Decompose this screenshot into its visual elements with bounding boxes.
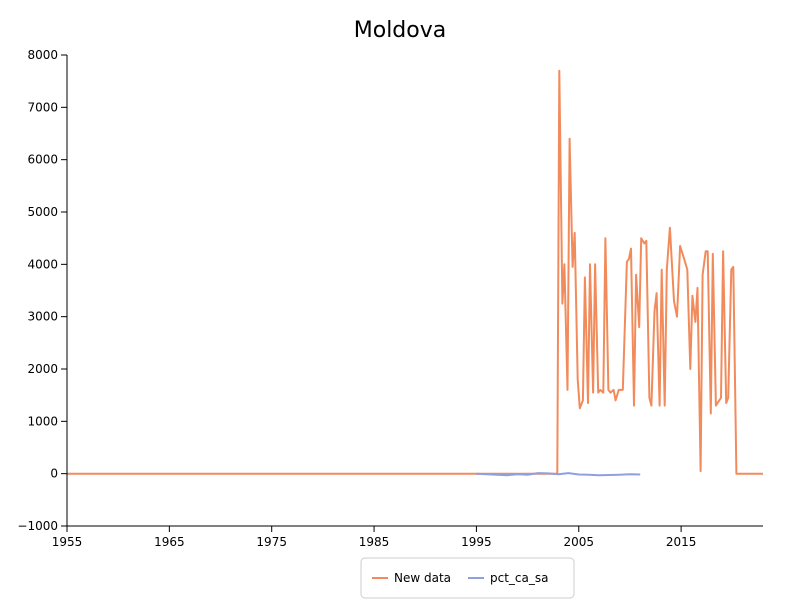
x-tick-label: 2005 xyxy=(563,535,594,549)
x-tick-label: 2015 xyxy=(666,535,697,549)
legend: New data pct_ca_sa xyxy=(360,557,575,599)
y-tick-label: 1000 xyxy=(27,414,58,428)
y-tick-label: 0 xyxy=(50,467,58,481)
y-tick-label: 8000 xyxy=(27,48,58,62)
y-tick-label: −1000 xyxy=(17,519,58,533)
legend-box xyxy=(360,557,575,599)
y-tick-label: 4000 xyxy=(27,257,58,271)
chart-title: Moldova xyxy=(354,18,446,43)
x-tick-label: 1955 xyxy=(52,535,83,549)
axes-layer: −1000 0 1000 2000 3000 4000 5000 6000 7000 8000 19… xyxy=(17,48,763,549)
series-line-new-data xyxy=(67,69,763,475)
series-line-pct-ca-sa xyxy=(476,472,641,477)
legend-label-pct-ca-sa: pct_ca_sa xyxy=(490,571,548,585)
y-tick-label: 7000 xyxy=(27,100,58,114)
x-tick-label: 1965 xyxy=(154,535,185,549)
x-tick-label: 1985 xyxy=(359,535,390,549)
series-layer xyxy=(67,69,763,477)
y-tick-label: 3000 xyxy=(27,310,58,324)
x-tick-label: 1995 xyxy=(461,535,492,549)
y-tick-label: 5000 xyxy=(27,205,58,219)
legend-label-new-data: New data xyxy=(394,571,451,585)
x-tick-label: 1975 xyxy=(256,535,287,549)
y-tick-label: 2000 xyxy=(27,362,58,376)
y-tick-label: 6000 xyxy=(27,153,58,167)
